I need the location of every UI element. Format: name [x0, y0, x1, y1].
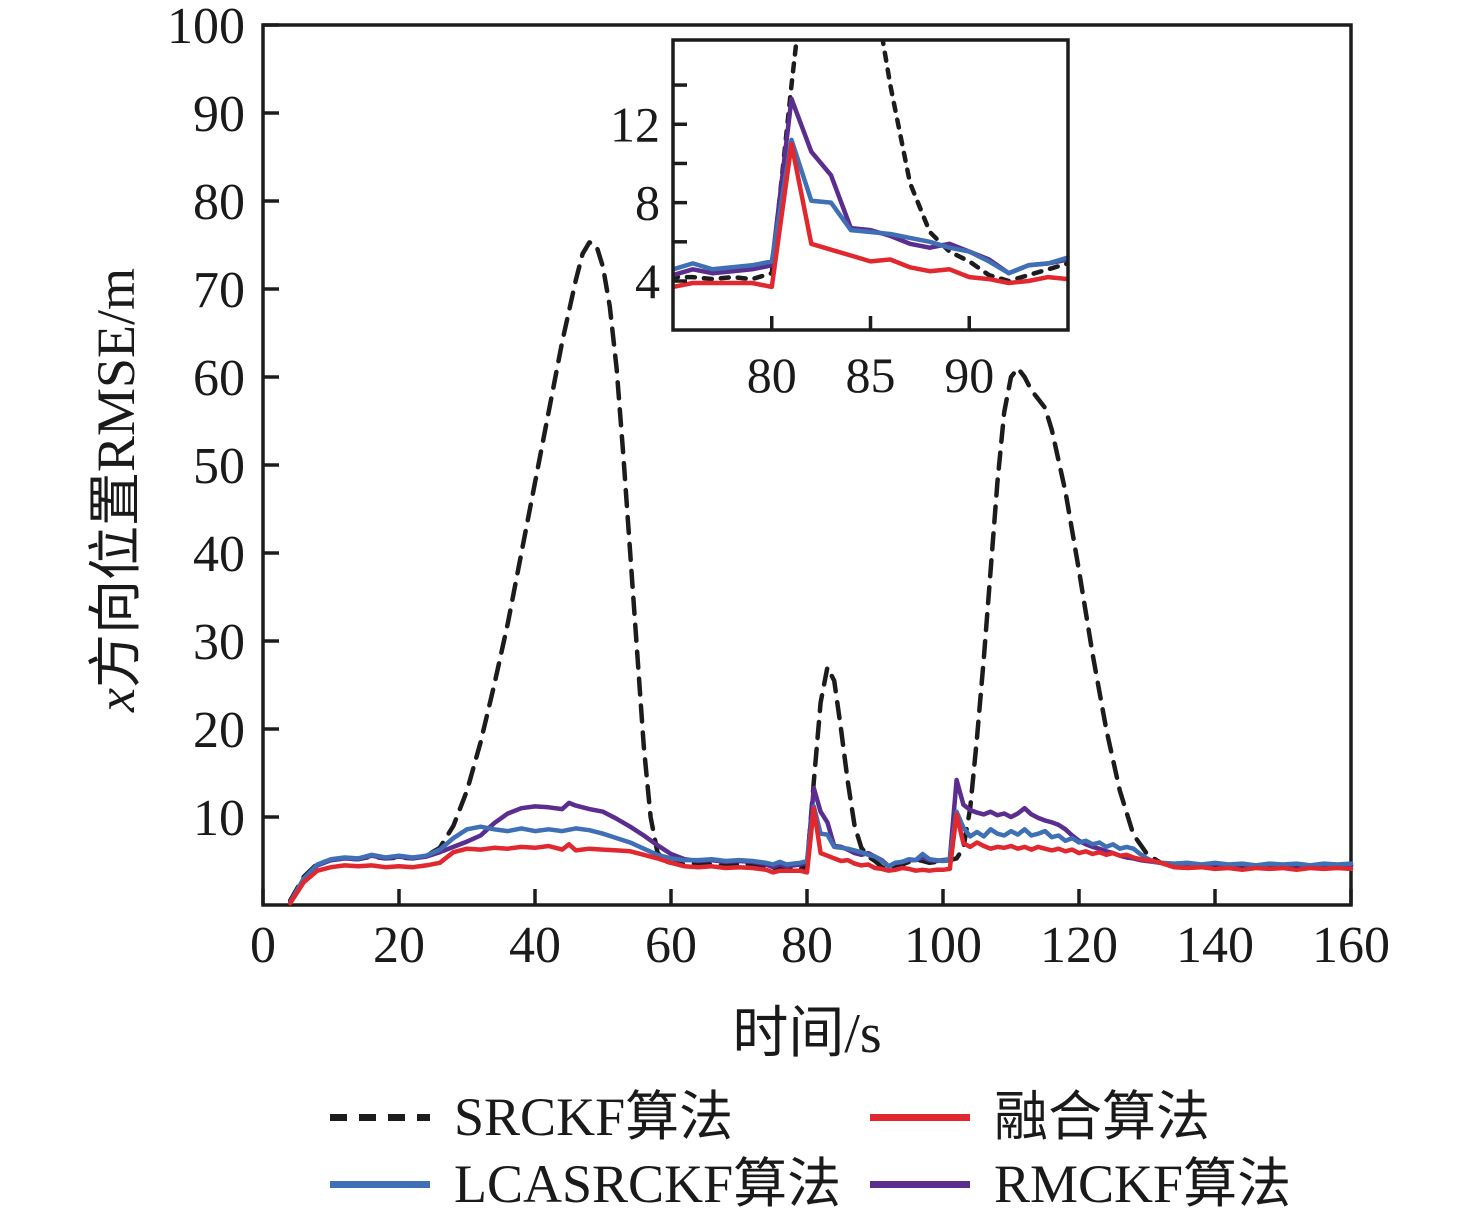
- y-tick-label: 40: [193, 526, 245, 583]
- legend-label-lcasrckf: LCASRCKF算法: [454, 1154, 842, 1214]
- series-融合算法-inset: [673, 141, 1068, 290]
- series-SRCKF算法-inset: [673, 40, 1068, 284]
- y-tick-label: 70: [193, 262, 245, 319]
- y-tick-label: 90: [193, 86, 245, 143]
- x-tick-label: 0: [250, 917, 276, 974]
- main-plot: 0 20 40 60 80 100 120 140 160 10 20 30 40 50 60 70 80 90 1…: [167, 0, 1390, 974]
- series-LCASRCKF算法-inset: [673, 137, 1068, 276]
- legend-column-right: 融合算法 RMCKF算法: [870, 1086, 1291, 1217]
- legend-item-lcasrckf: LCASRCKF算法: [330, 1153, 841, 1215]
- inset-series-group: [673, 40, 1068, 290]
- inset-x-tick-label: 85: [846, 347, 896, 403]
- x-tick-label: 20: [373, 917, 425, 974]
- x-tick-label: 60: [645, 917, 697, 974]
- x-tick-label: 160: [1312, 917, 1390, 974]
- x-tick-label: 120: [1040, 917, 1118, 974]
- series-SRCKF算法-main: [287, 240, 1354, 903]
- inset-y-tick-label: 12: [610, 96, 660, 152]
- legend-item-fusion: 融合算法: [870, 1086, 1291, 1148]
- y-axis-title-variable: x: [86, 688, 146, 713]
- inset-x-tick-label: 80: [747, 347, 797, 403]
- series-融合算法-main: [287, 805, 1354, 906]
- legend-label-srckf: SRCKF算法: [454, 1087, 734, 1147]
- inset-background: [673, 40, 1068, 330]
- x-axis-title: 时间/s: [732, 1003, 882, 1065]
- y-tick-label: 10: [193, 790, 245, 847]
- legend-column-left: SRCKF算法 LCASRCKF算法: [330, 1086, 841, 1217]
- y-tick-label: 100: [167, 0, 245, 55]
- series-LCASRCKF算法-main: [287, 804, 1354, 905]
- inset-y-tick-label: 8: [635, 175, 660, 231]
- legend-label-fusion: 融合算法: [994, 1087, 1210, 1147]
- legend-label-rmckf: RMCKF算法: [994, 1154, 1292, 1214]
- y-axis-title: x方向位置RMSE/m: [71, 190, 146, 790]
- y-axis-title-text: 方向位置RMSE/m: [86, 267, 146, 689]
- inset-y-tick-label: 4: [635, 253, 660, 309]
- inset-plot: 80 85 90 4 8 12: [610, 38, 1070, 403]
- legend-line-rmckf: [870, 1180, 970, 1188]
- x-tick-label: 80: [781, 917, 833, 974]
- y-tick-label: 50: [193, 438, 245, 495]
- x-tick-label: 40: [509, 917, 561, 974]
- legend-item-rmckf: RMCKF算法: [870, 1153, 1291, 1215]
- inset-x-tick-label: 90: [944, 347, 994, 403]
- x-tick-label: 140: [1176, 917, 1254, 974]
- y-tick-label: 60: [193, 350, 245, 407]
- y-tick-label: 20: [193, 702, 245, 759]
- legend-line-lcasrckf: [330, 1180, 430, 1188]
- legend-line-fusion: [870, 1113, 970, 1121]
- x-tick-label: 100: [904, 917, 982, 974]
- legend-line-srckf: [330, 1113, 430, 1121]
- legend-item-srckf: SRCKF算法: [330, 1086, 841, 1148]
- y-tick-label: 30: [193, 614, 245, 671]
- y-tick-label: 80: [193, 174, 245, 231]
